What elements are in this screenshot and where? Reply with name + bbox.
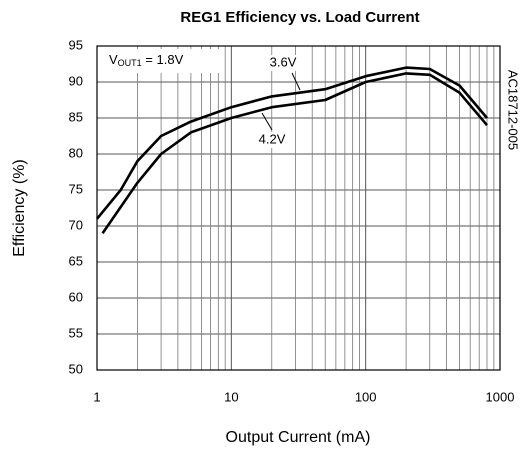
series-label: 3.6V <box>270 54 297 69</box>
y-tick-label: 90 <box>69 73 83 88</box>
y-tick-label: 65 <box>69 253 83 268</box>
leader-line <box>291 72 301 91</box>
y-axis-label: Efficiency (%) <box>11 159 28 257</box>
y-tick-label: 70 <box>69 217 83 232</box>
y-tick-label: 60 <box>69 289 83 304</box>
annotation-rest: = 1.8V <box>142 52 184 67</box>
figure-id: AC18712-005 <box>506 70 521 150</box>
line <box>101 72 488 234</box>
x-axis-label: Output Current (mA) <box>226 429 371 446</box>
y-tick-label: 95 <box>69 37 83 52</box>
x-tick-label: 100 <box>355 389 377 404</box>
annotation-sub: OUT1 <box>118 58 142 68</box>
line <box>95 66 488 220</box>
y-tick-label: 55 <box>69 325 83 340</box>
y-tick-label: 85 <box>69 109 83 124</box>
x-tick-label: 1000 <box>486 389 515 404</box>
leader-line <box>261 112 273 131</box>
y-tick-label: 50 <box>69 361 83 376</box>
chart-title: REG1 Efficiency vs. Load Current <box>180 9 419 26</box>
annotation-main: V <box>109 52 118 67</box>
x-tick-label: 10 <box>224 389 238 404</box>
series-label: 4.2V <box>259 131 286 146</box>
plot-frame <box>96 45 501 371</box>
y-tick-label: 80 <box>69 145 83 160</box>
x-tick-label: 1 <box>93 389 100 404</box>
annotation-box <box>99 49 221 73</box>
annotation: VOUT1 = 1.8V <box>109 52 184 68</box>
label-bg <box>269 55 299 71</box>
y-tick-label: 75 <box>69 181 83 196</box>
label-bg <box>258 132 288 148</box>
